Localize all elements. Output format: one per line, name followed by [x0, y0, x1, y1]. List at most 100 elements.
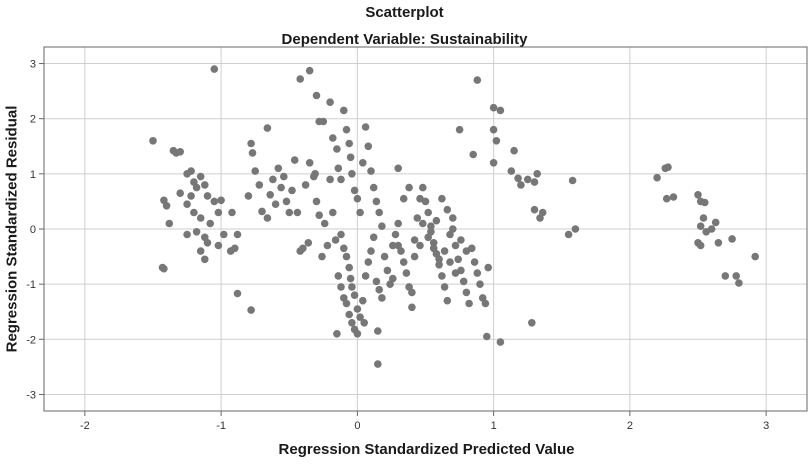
chart-subtitle: Dependent Variable: Sustainability [281, 31, 528, 48]
data-point [342, 125, 351, 134]
y-tick-label: -2 [26, 334, 36, 346]
data-point [214, 241, 223, 250]
data-point [454, 255, 463, 264]
data-point [203, 192, 212, 200]
data-point [263, 214, 272, 222]
data-point [318, 252, 326, 261]
data-point [374, 360, 382, 368]
data-point [440, 247, 449, 255]
data-point [533, 170, 541, 178]
data-point [399, 194, 408, 203]
data-point [359, 159, 367, 167]
data-point [732, 272, 740, 280]
data-point [337, 175, 345, 184]
data-point [210, 197, 219, 206]
data-point [285, 208, 294, 217]
data-point [345, 139, 354, 148]
data-point [333, 145, 341, 153]
data-point [288, 186, 296, 195]
data-point [331, 236, 340, 244]
data-point [323, 241, 332, 250]
y-axis-label: Regression Standardized Residual [3, 105, 21, 353]
data-point [378, 222, 386, 230]
data-point [356, 208, 364, 217]
data-point [233, 230, 242, 239]
data-point [183, 230, 191, 239]
data-point [201, 255, 209, 264]
data-point [429, 244, 438, 253]
data-point [334, 164, 343, 173]
data-point [408, 288, 416, 297]
x-tick-label: -1 [216, 420, 226, 432]
data-point [465, 299, 473, 308]
tick-labels: -2 -1 0 1 2 3 -3 -2 -1 0 1 2 3 [26, 59, 769, 432]
data-point [277, 183, 285, 192]
data-point [226, 247, 235, 255]
data-point [266, 191, 275, 199]
data-point [192, 183, 201, 192]
data-point [389, 241, 397, 250]
data-point [489, 103, 498, 112]
data-point [345, 310, 354, 319]
data-point [367, 247, 375, 255]
data-point [721, 272, 730, 280]
data-point [255, 181, 264, 189]
data-point [405, 183, 413, 192]
x-tick-label: 0 [354, 420, 360, 432]
data-point [149, 137, 157, 145]
data-point [451, 241, 460, 250]
data-point [413, 214, 422, 222]
data-point [220, 230, 228, 239]
data-point [711, 218, 720, 227]
data-point [523, 175, 532, 184]
data-point [263, 124, 272, 132]
x-tick-label: 2 [627, 420, 633, 432]
data-point [391, 230, 400, 239]
data-point [530, 178, 539, 186]
data-point [251, 167, 259, 175]
data-point [233, 289, 242, 298]
data-point [320, 219, 329, 228]
data-point [564, 230, 573, 239]
data-point [714, 239, 723, 247]
data-point [462, 247, 471, 255]
data-point [203, 239, 212, 247]
data-point [514, 174, 522, 183]
data-point [274, 164, 283, 173]
data-point [427, 222, 435, 230]
data-points [149, 65, 759, 368]
data-point [394, 164, 403, 173]
data-point [427, 228, 435, 236]
data-point [304, 239, 313, 247]
data-point [162, 202, 171, 210]
data-point [350, 186, 359, 195]
data-point [449, 225, 457, 233]
data-point [664, 163, 672, 171]
data-point [669, 193, 678, 201]
data-point [653, 173, 661, 182]
data-point [462, 288, 471, 297]
data-point [361, 272, 370, 280]
chart-title: Scatterplot [365, 4, 444, 21]
data-point [165, 219, 174, 228]
data-point [312, 91, 321, 100]
data-point [694, 191, 702, 199]
data-point [394, 241, 403, 250]
data-point [206, 219, 214, 228]
data-point [293, 208, 302, 217]
data-point [319, 117, 328, 126]
data-point [481, 299, 490, 308]
data-point [258, 207, 266, 216]
data-point [424, 208, 433, 217]
data-point [457, 236, 465, 244]
data-point [696, 241, 705, 250]
data-point [329, 134, 337, 142]
data-point [326, 98, 334, 106]
data-point [348, 319, 356, 327]
data-point [183, 200, 191, 208]
data-point [443, 205, 452, 214]
data-point [340, 106, 348, 115]
data-point [176, 189, 184, 197]
data-point [342, 252, 351, 261]
